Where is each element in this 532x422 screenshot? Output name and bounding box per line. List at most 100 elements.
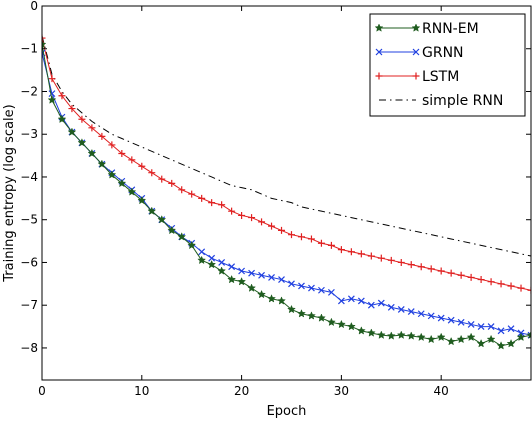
y-tick-label: −6 [20,255,38,269]
data-point-grnn [367,301,375,309]
data-point-lstm [268,222,276,230]
x-tick-label: 10 [134,384,149,398]
data-point-grnn [347,295,355,303]
data-point-grnn [208,254,216,262]
data-point-lstm [218,201,226,209]
x-tick-label: 20 [234,384,249,398]
data-point-lstm [208,199,216,207]
data-point-rnn-em [247,283,257,292]
y-tick-label: −2 [20,84,38,98]
data-point-lstm [397,258,405,266]
data-point-lstm [417,263,425,271]
data-point-lstm [238,211,246,219]
data-point-rnn-em [107,170,117,179]
data-point-lstm [297,233,305,241]
data-point-rnn-em [466,332,476,342]
legend-marker [411,23,421,32]
legend-item-grnn: GRNN [375,45,464,61]
y-tick-label: 0 [30,0,38,13]
legend: RNN-EM GRNN LSTM simple RNN [369,13,526,117]
data-point-grnn [467,321,475,328]
data-point-rnn-em [57,114,67,124]
data-point-rnn-em [167,225,177,235]
data-point-lstm [138,162,146,170]
data-point-grnn [218,259,226,266]
data-point-rnn-em [87,148,97,158]
data-point-rnn-em [366,328,376,337]
legend-marker [412,72,420,80]
data-point-grnn [298,282,305,290]
x-tick-label: 0 [38,384,46,398]
data-point-rnn-em [426,334,436,344]
data-point-lstm [487,278,495,286]
data-point-rnn-em [446,336,456,346]
data-point-rnn-em [476,339,486,348]
data-point-grnn [397,306,405,313]
data-point-rnn-em [77,138,87,147]
data-point-lstm [457,271,465,279]
data-point-lstm [198,194,206,202]
data-point-rnn-em [456,334,466,344]
data-point-grnn [377,299,385,307]
data-point-lstm [407,261,415,269]
data-point-lstm [497,280,505,288]
data-point-rnn-em [486,334,496,344]
data-point-lstm [188,190,196,198]
x-tick-label: 40 [434,384,449,398]
legend-label: GRNN [422,45,464,61]
data-point-lstm [517,284,525,292]
data-point-rnn-em [297,309,306,318]
data-point-rnn-em [496,341,506,350]
data-point-lstm [278,226,286,234]
data-point-grnn [198,248,206,256]
data-point-lstm [228,207,236,215]
data-point-rnn-em [376,330,386,339]
data-point-lstm [48,75,56,83]
legend-marker [375,72,383,80]
data-point-rnn-em [177,232,187,241]
y-tick-label: −7 [20,298,38,312]
data-point-rnn-em [406,331,416,340]
data-point-grnn [417,310,425,318]
axis-ticks: 0 10 20 30 40 0 −1 −2 −3 −4 −5 −6 −7 −8 [20,0,531,398]
data-point-lstm [118,149,126,157]
data-point-grnn [308,284,315,292]
data-point-lstm [327,241,335,249]
data-point-rnn-em [506,339,516,348]
data-point-lstm [78,115,86,123]
data-point-lstm [148,169,156,177]
data-point-grnn [387,303,395,311]
data-point-lstm [527,286,531,294]
data-point-rnn-em [97,159,107,168]
data-point-lstm [347,248,355,256]
legend-item-simple-rnn: simple RNN [379,93,503,109]
legend-item-lstm: LSTM [375,69,459,85]
data-point-rnn-em [356,326,366,335]
data-point-lstm [467,273,475,281]
data-point-lstm [68,105,76,113]
legend-label: simple RNN [422,93,503,109]
plot-area [41,5,532,381]
series-simple-rnn [42,35,531,257]
data-point-rnn-em [287,304,296,314]
data-point-grnn [248,269,255,277]
data-point-rnn-em [117,178,127,188]
series-lstm [42,34,531,294]
data-point-lstm [248,214,256,222]
data-point-lstm [178,186,186,194]
data-point-rnn-em [277,296,286,305]
data-point-grnn [447,316,455,324]
data-point-lstm [168,179,176,187]
data-point-lstm [427,265,435,273]
data-point-lstm [98,132,106,140]
legend-marker [375,48,383,56]
data-point-lstm [258,218,266,226]
data-point-rnn-em [127,187,137,196]
data-point-grnn [268,273,275,281]
data-point-grnn [288,280,295,288]
x-tick-label: 30 [334,384,349,398]
data-point-lstm [377,254,385,262]
data-point-rnn-em [207,259,217,269]
data-point-grnn [407,308,415,316]
data-point-rnn-em [336,319,346,329]
